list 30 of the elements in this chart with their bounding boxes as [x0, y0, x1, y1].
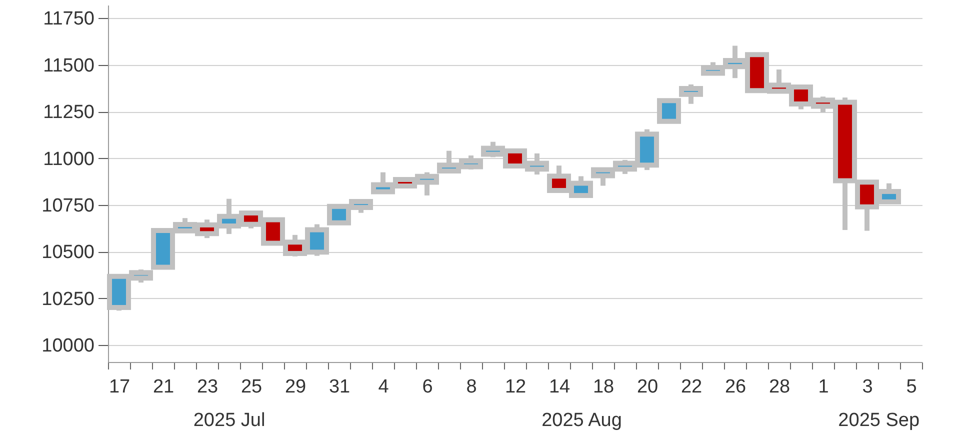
x-tick-label: 22	[680, 376, 702, 398]
text: 2025 Jul	[193, 410, 266, 431]
x-tick-label: 8	[466, 376, 477, 398]
y-tick-label: 11500	[43, 55, 94, 76]
x-tick-label: 23	[196, 376, 218, 398]
x-tick-label: 14	[548, 376, 570, 398]
x-tick-label: 28	[768, 376, 790, 398]
x-tick-label: 26	[724, 376, 746, 398]
x-tick-label: 20	[636, 376, 658, 398]
y-tick-label: 10000	[42, 336, 94, 357]
x-tick-label: 4	[378, 376, 390, 398]
x-tick-label: 25	[240, 376, 262, 398]
x-tick-label: 6	[422, 376, 433, 398]
y-tick-label: 10250	[42, 288, 94, 310]
x-tick-label: 17	[108, 376, 130, 398]
x-tick-label: 3	[862, 376, 873, 398]
x-tick-label: 1	[818, 376, 829, 398]
x-tick-label: 18	[592, 376, 614, 398]
y-tick-label: 11250	[43, 102, 94, 124]
x-tick-label: 5	[906, 376, 917, 398]
text: 2025 Aug	[542, 410, 622, 431]
x-tick-label: 29	[284, 376, 306, 398]
x-tick-label: 21	[152, 376, 174, 398]
y-tick-label: 11000	[43, 148, 94, 170]
x-tick-label: 31	[328, 376, 350, 398]
y-tick-label: 10500	[42, 242, 94, 264]
y-tick-label: 11750	[43, 8, 94, 30]
y-tick-label: 10750	[42, 195, 94, 216]
text: 2025 Sep	[838, 410, 920, 431]
x-tick-label: 12	[504, 376, 526, 398]
